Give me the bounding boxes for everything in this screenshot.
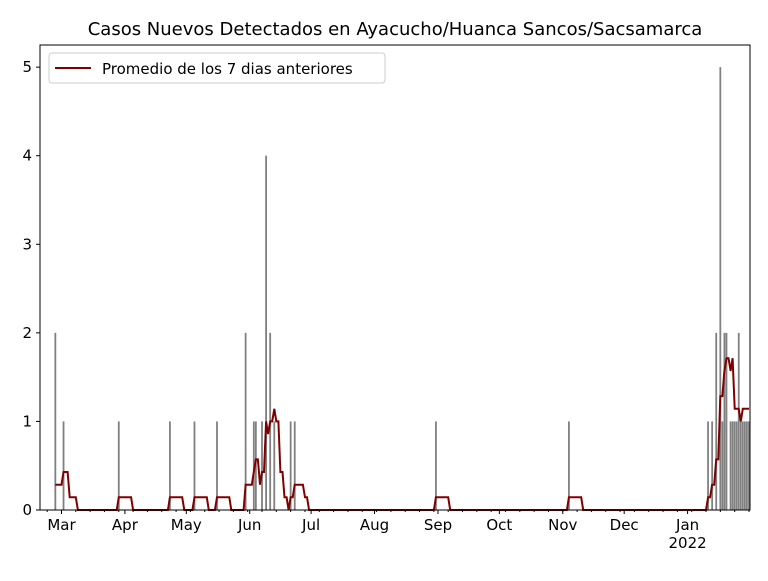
bar [62,421,65,510]
y-tick-label: 4 [22,147,32,165]
bar [193,421,196,510]
bar [733,421,736,510]
bars-layer [54,67,750,511]
legend: Promedio de los 7 dias anteriores [48,52,386,84]
x-tick-sublabel: 2022 [668,534,706,552]
bar [117,421,120,510]
x-tick-label: Jul [301,516,320,534]
bar [715,332,718,510]
x-tick-label: Oct [486,516,512,534]
x-tick-label: Sep [424,516,452,534]
bar [739,421,742,510]
bar [737,332,740,510]
bar [746,421,748,510]
bar [273,421,276,510]
x-tick-label: Apr [112,516,139,534]
bar [743,421,746,510]
y-tick-label: 2 [22,324,32,342]
bar [216,421,218,510]
bar [723,332,726,510]
y-tick-label: 5 [22,58,32,76]
x-tick-label: Nov [548,516,577,534]
x-tick-label: May [171,516,202,534]
bar [252,421,255,510]
bar [748,421,750,510]
x-tick-label: Jun [237,516,261,534]
avg-line [55,357,749,511]
bar [741,421,744,510]
x-tick-label: Mar [47,516,76,534]
bar [54,332,57,510]
bar [261,421,263,510]
legend-label: Promedio de los 7 dias anteriores [102,60,353,78]
bar [731,421,734,510]
bar [289,421,292,510]
bar [735,421,738,510]
y-tick-label: 0 [22,501,32,519]
bar [729,421,732,510]
bar [568,421,570,510]
bar [265,155,267,510]
bar [719,67,722,511]
bar [707,421,709,510]
y-axis: 0 1 2 3 4 5 [22,58,40,519]
x-tick-label: Jan [675,516,699,534]
bar [254,421,257,510]
x-tick-label: Aug [360,516,389,534]
chart-title: Casos Nuevos Detectados en Ayacucho/Huan… [88,19,703,40]
x-tick-label: Dec [610,516,639,534]
y-tick-label: 3 [22,235,32,253]
bar [244,332,247,510]
bar [435,421,437,510]
plot-frame [39,44,751,511]
bar [721,421,724,510]
bar [711,421,714,510]
bar [169,421,171,510]
bar [293,421,296,510]
bar [725,332,728,510]
y-tick-label: 1 [22,412,32,430]
